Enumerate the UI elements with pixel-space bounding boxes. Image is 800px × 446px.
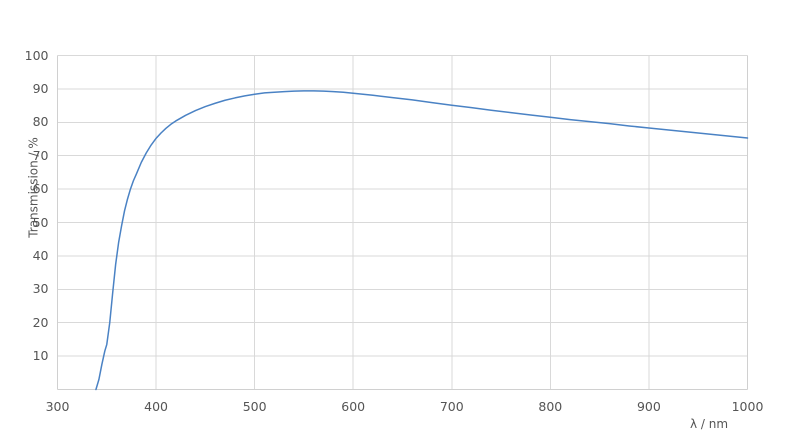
axis-lines — [57, 55, 748, 390]
y-tick-label: 10 — [32, 348, 49, 364]
x-tick-label: 500 — [242, 398, 267, 414]
y-tick-label: 80 — [32, 114, 49, 130]
y-axis-title: Transmission / % — [26, 137, 41, 238]
x-tick-label: 900 — [636, 398, 661, 414]
y-tick-label: 30 — [32, 281, 49, 297]
data-line-transmission — [95, 90, 749, 391]
x-tick-label: 700 — [439, 398, 464, 414]
y-tick-label: 40 — [32, 247, 49, 263]
y-tick-label: 60 — [32, 181, 49, 197]
x-tick-label: 600 — [341, 398, 366, 414]
y-tick-label: 100 — [24, 47, 49, 63]
y-tick-label: 20 — [32, 314, 49, 330]
y-tick-label: 90 — [32, 80, 49, 96]
grid-lines — [57, 55, 748, 390]
y-tick-label: 50 — [32, 214, 49, 230]
data-series-group — [95, 90, 749, 391]
x-tick-label: 800 — [538, 398, 563, 414]
x-tick-label: 1000 — [731, 398, 764, 414]
x-tick-label: 400 — [144, 398, 168, 414]
x-axis-title: λ / nm — [690, 417, 729, 431]
x-tick-label: 300 — [45, 398, 70, 414]
y-tick-label: 70 — [32, 147, 49, 163]
y-axis-title-wrapper: Transmission / % — [23, 108, 42, 268]
